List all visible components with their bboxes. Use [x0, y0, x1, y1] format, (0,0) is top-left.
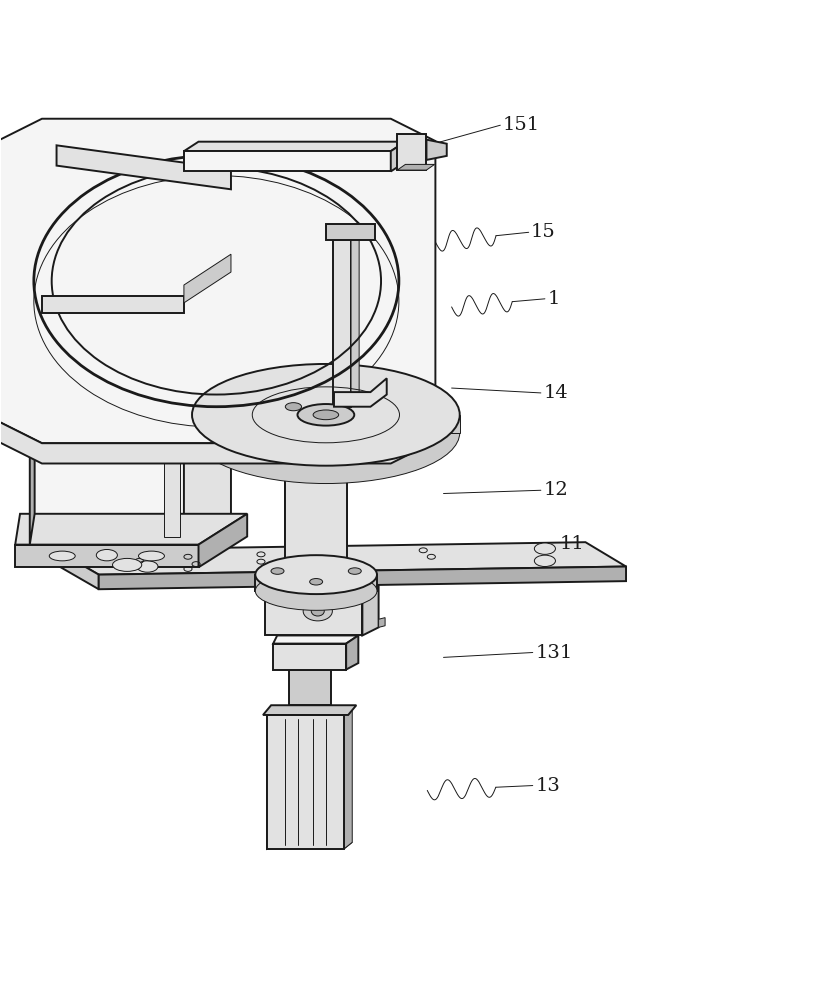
Polygon shape [56, 550, 98, 589]
Polygon shape [267, 715, 344, 849]
Circle shape [58, 281, 66, 289]
Ellipse shape [138, 551, 164, 561]
Polygon shape [30, 169, 231, 200]
Ellipse shape [256, 555, 377, 594]
Polygon shape [326, 224, 374, 240]
Ellipse shape [112, 558, 142, 571]
Circle shape [58, 313, 66, 322]
Ellipse shape [256, 571, 377, 610]
Polygon shape [184, 142, 405, 151]
Polygon shape [15, 545, 199, 567]
Text: 131: 131 [535, 644, 572, 662]
Text: 151: 151 [503, 116, 540, 134]
Polygon shape [263, 705, 357, 715]
Polygon shape [184, 254, 231, 303]
Ellipse shape [286, 403, 301, 411]
Polygon shape [267, 842, 352, 849]
Polygon shape [334, 378, 387, 407]
Polygon shape [351, 236, 359, 407]
Text: 13: 13 [535, 777, 560, 795]
Polygon shape [379, 618, 385, 627]
Text: 11: 11 [559, 535, 584, 553]
Polygon shape [362, 584, 379, 635]
Polygon shape [274, 635, 358, 644]
Ellipse shape [271, 568, 284, 574]
Polygon shape [15, 514, 247, 545]
Polygon shape [0, 421, 435, 463]
Ellipse shape [297, 404, 354, 426]
Polygon shape [192, 415, 460, 433]
Polygon shape [346, 635, 358, 670]
Ellipse shape [286, 441, 347, 462]
Polygon shape [56, 542, 626, 575]
Polygon shape [391, 142, 405, 171]
Polygon shape [274, 644, 346, 670]
Text: 14: 14 [543, 384, 568, 402]
Polygon shape [56, 145, 231, 189]
Ellipse shape [192, 382, 460, 484]
Polygon shape [397, 134, 427, 170]
Ellipse shape [534, 543, 555, 554]
Polygon shape [288, 670, 330, 705]
Polygon shape [333, 240, 351, 407]
Circle shape [58, 249, 66, 257]
Polygon shape [164, 208, 180, 537]
Polygon shape [267, 708, 275, 849]
Ellipse shape [96, 549, 117, 561]
Text: 15: 15 [531, 223, 556, 241]
Polygon shape [184, 169, 229, 220]
Polygon shape [184, 169, 231, 545]
Circle shape [313, 597, 322, 605]
Polygon shape [30, 169, 35, 545]
Ellipse shape [309, 579, 322, 585]
Text: 1: 1 [547, 290, 560, 308]
Ellipse shape [137, 561, 158, 572]
Polygon shape [265, 595, 362, 635]
Polygon shape [30, 200, 184, 545]
Polygon shape [286, 451, 347, 562]
Polygon shape [256, 575, 377, 591]
Polygon shape [184, 151, 391, 171]
Polygon shape [199, 514, 247, 567]
Polygon shape [344, 708, 352, 849]
Polygon shape [427, 140, 447, 160]
Ellipse shape [303, 601, 332, 621]
Polygon shape [42, 296, 184, 313]
Ellipse shape [313, 410, 339, 420]
Polygon shape [265, 584, 379, 595]
Ellipse shape [192, 364, 460, 466]
Ellipse shape [348, 568, 361, 574]
Polygon shape [0, 119, 435, 443]
Ellipse shape [50, 551, 75, 561]
Polygon shape [98, 567, 626, 589]
Polygon shape [397, 164, 435, 170]
Text: 12: 12 [543, 481, 568, 499]
Ellipse shape [534, 555, 555, 567]
Ellipse shape [311, 606, 324, 616]
